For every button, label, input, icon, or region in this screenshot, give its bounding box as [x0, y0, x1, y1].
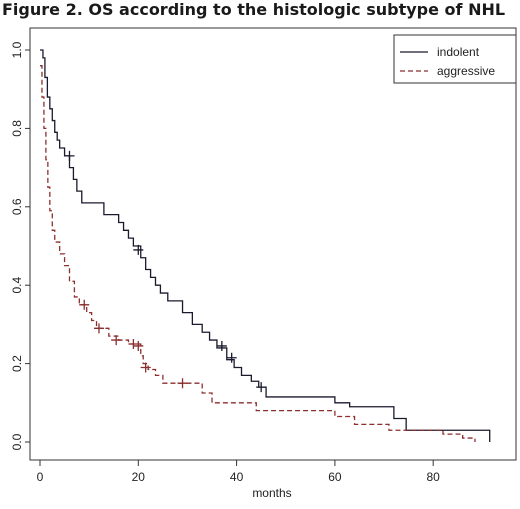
series-line-indolent	[40, 49, 491, 442]
censor-mark-indolent	[133, 244, 144, 255]
censor-mark-aggressive	[111, 335, 122, 346]
censor-mark-aggressive	[128, 339, 139, 349]
y-tick-label: 0.6	[10, 198, 24, 215]
x-axis-label: months	[252, 486, 291, 500]
x-tick-label: 60	[328, 470, 342, 484]
censor-mark-indolent	[64, 150, 75, 161]
legend-label-aggressive: aggressive	[437, 64, 495, 78]
y-tick-label: 0.8	[10, 120, 24, 137]
censor-mark-aggressive	[177, 378, 188, 389]
y-tick-label: 0.0	[10, 433, 24, 450]
censor-mark-aggressive	[140, 362, 151, 373]
legend: indolent aggressive	[393, 34, 517, 84]
figure-title: Figure 2. OS according to the histologic…	[2, 0, 506, 19]
y-tick-label: 0.4	[10, 277, 24, 294]
x-tick-label: 80	[427, 470, 441, 484]
x-tick-label: 40	[230, 470, 244, 484]
plot-frame	[29, 27, 517, 461]
x-tick-label: 20	[132, 470, 146, 484]
y-tick-label: 1.0	[10, 41, 24, 58]
x-axis: 0 20 40 60 80	[37, 460, 441, 484]
series-group	[40, 49, 491, 442]
legend-box	[393, 34, 517, 84]
y-tick-label: 0.2	[10, 355, 24, 372]
series-line-aggressive	[40, 65, 476, 442]
censor-mark-aggressive	[79, 299, 90, 310]
censor-mark-indolent	[216, 340, 227, 351]
censor-mark-aggressive	[93, 323, 104, 334]
y-axis: 0.0 0.2 0.4 0.6 0.8 1.0	[10, 41, 30, 450]
legend-label-indolent: indolent	[437, 45, 480, 59]
censor-mark-indolent	[256, 382, 267, 393]
censor-mark-indolent	[226, 352, 237, 363]
x-tick-label: 0	[37, 470, 44, 484]
censor-mark-aggressive	[133, 340, 144, 351]
